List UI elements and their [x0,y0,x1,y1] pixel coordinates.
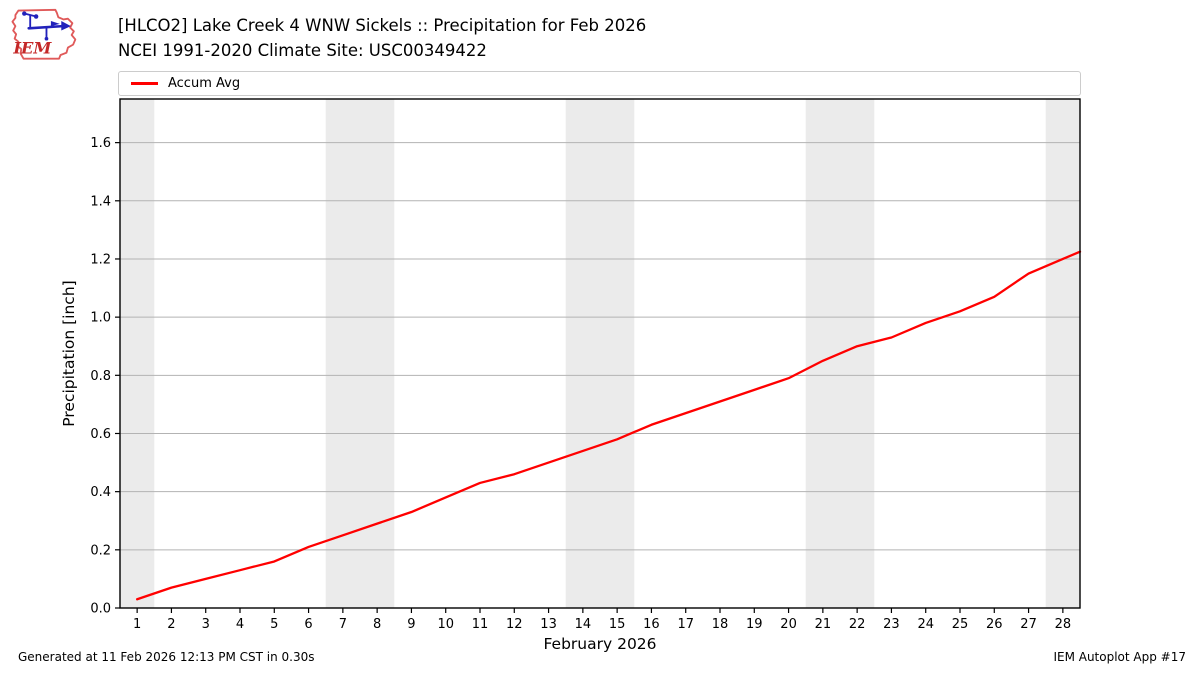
y-tick-label: 0.6 [90,427,111,442]
x-tick-label: 27 [1020,617,1037,632]
logo-letters: IEM [12,39,52,58]
x-tick-label: 18 [712,617,729,632]
y-tick-label: 0.2 [90,543,111,558]
y-tick-label: 0.8 [90,369,111,384]
y-axis-label: Precipitation [inch] [60,280,78,426]
weekend-band [120,99,155,608]
weekend-band [325,99,395,608]
x-tick-label: 15 [609,617,626,632]
x-tick-label: 20 [780,617,797,632]
x-tick-label: 22 [849,617,866,632]
x-tick-label: 4 [236,617,244,632]
x-tick-label: 26 [986,617,1003,632]
x-tick-label: 12 [506,617,523,632]
x-tick-label: 16 [643,617,660,632]
x-tick-label: 3 [202,617,210,632]
chart-title: [HLCO2] Lake Creek 4 WNW Sickels :: Prec… [118,16,647,35]
legend-item-label: Accum Avg [168,76,241,91]
x-tick-label: 6 [304,617,312,632]
app-credit: IEM Autoplot App #17 [1053,650,1186,664]
plot-frame [119,98,1081,609]
weather-station-icon [22,11,71,41]
x-tick-label: 25 [952,617,969,632]
series-line-accum-avg [135,250,1082,601]
x-tick-label: 24 [917,617,934,632]
x-tick-label: 10 [437,617,454,632]
x-tick-label: 13 [540,617,557,632]
x-tick-label: 9 [407,617,415,632]
y-tick-label: 1.2 [90,252,111,267]
x-tick-label: 19 [746,617,763,632]
weekend-band [1045,99,1080,608]
x-tick-label: 14 [575,617,592,632]
x-tick-label: 17 [677,617,694,632]
x-axis-label: February 2026 [543,635,656,653]
generated-timestamp: Generated at 11 Feb 2026 12:13 PM CST in… [18,650,315,664]
x-tick-label: 8 [373,617,381,632]
y-tick-label: 1.4 [90,194,111,209]
y-tick-label: 1.6 [90,136,111,151]
x-tick-label: 23 [883,617,900,632]
y-tick-label: 1.0 [90,311,111,326]
x-tick-label: 7 [339,617,347,632]
legend-line-sample [131,82,158,85]
x-tick-label: 11 [472,617,489,632]
iowa-outline [11,8,77,60]
chart-subtitle: NCEI 1991-2020 Climate Site: USC00349422 [118,41,487,60]
title-block: [HLCO2] Lake Creek 4 WNW Sickels :: Prec… [118,13,646,63]
iem-logo: IEM [11,8,77,60]
weekend-band [565,99,635,608]
x-tick-label: 1 [133,617,141,632]
legend: Accum Avg [118,71,1081,96]
x-tick-label: 2 [167,617,175,632]
y-tick-label: 0.0 [90,602,111,617]
x-tick-label: 28 [1055,617,1072,632]
x-tick-label: 5 [270,617,278,632]
y-tick-label: 0.4 [90,485,111,500]
x-tick-label: 21 [815,617,832,632]
